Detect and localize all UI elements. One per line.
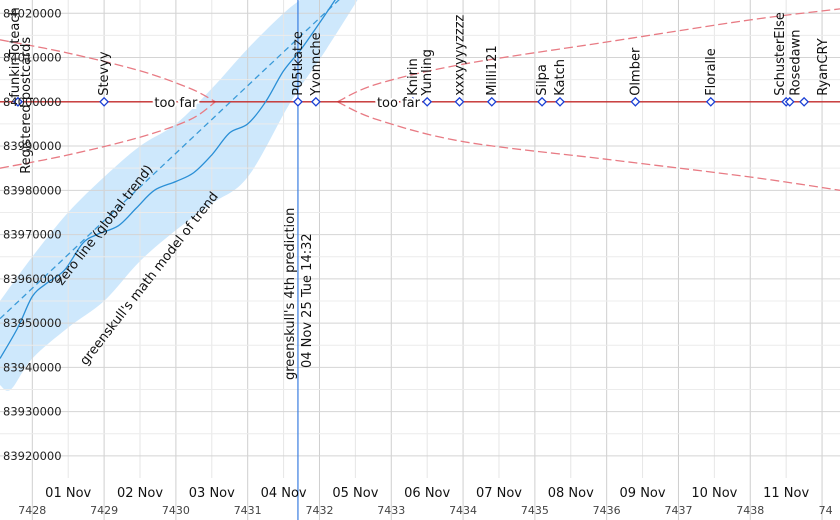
y-tick-label: 83920000: [3, 449, 62, 463]
x-number-label: 74: [819, 504, 833, 517]
guess-marker: [407, 96, 418, 107]
x-day-label: 10 Nov: [691, 486, 737, 501]
x-number-label: 7429: [90, 504, 118, 517]
guess-markers: [13, 96, 810, 107]
y-tick-label: 83940000: [3, 360, 62, 374]
guess-label: P05tkatze: [291, 31, 306, 96]
guess-label: Silpa: [535, 64, 550, 96]
guess-label: funkinToteach: [8, 7, 23, 98]
y-tick-label: 83970000: [3, 228, 62, 242]
too-far-label-left: too far: [154, 96, 198, 111]
x-number-label: 7434: [449, 504, 477, 517]
y-tick-label: 83980000: [3, 183, 62, 197]
x-number-label: 7430: [162, 504, 190, 517]
guess-marker: [13, 96, 23, 107]
y-tick-label: 83990000: [3, 139, 62, 153]
y-tick-label: 84010000: [3, 51, 62, 65]
x-day-label: 11 Nov: [763, 486, 809, 501]
x-number-label: 7432: [305, 504, 333, 517]
y-tick-label: 83930000: [3, 405, 62, 419]
guess-label: Registered postcards: [19, 37, 34, 174]
guess-label: Rosedawn: [789, 30, 804, 96]
guess-label: Olmber: [628, 47, 643, 96]
x-day-label: 07 Nov: [476, 486, 522, 501]
too-far-bound-left-lower: [0, 101, 216, 169]
x-day-label: 02 Nov: [117, 486, 163, 501]
guess-marker: [784, 96, 795, 107]
guess-label: Stevyy: [97, 51, 112, 96]
x-day-label: 01 Nov: [45, 486, 91, 501]
guess-label: xxxyyyyzzzz: [452, 14, 467, 95]
guess-marker: [630, 96, 641, 107]
x-day-label: 08 Nov: [548, 486, 594, 501]
x-day-label: 09 Nov: [620, 486, 666, 501]
guess-marker: [422, 96, 433, 107]
x-day-label: 03 Nov: [189, 486, 235, 501]
x-number-label: 7431: [234, 504, 262, 517]
guess-marker: [537, 96, 547, 107]
y-tick-label: 84020000: [3, 6, 62, 20]
guess-marker: [486, 96, 497, 107]
x-number-label: 7433: [377, 504, 405, 517]
x-number-label: 7436: [593, 504, 621, 517]
x-number-label: 7428: [18, 504, 46, 517]
guess-marker: [555, 96, 565, 107]
guess-marker: [310, 96, 321, 107]
too-far-bound-left-upper: [0, 39, 216, 103]
x-number-label: 7438: [736, 504, 764, 517]
guess-marker: [799, 96, 810, 107]
guess-label: Katch: [553, 59, 568, 96]
guess-label: RyanCRY: [816, 38, 831, 95]
too-far-bound-right-lower: [337, 101, 840, 191]
guess-marker: [99, 96, 110, 107]
guess-label: Yvonnche: [309, 32, 324, 96]
guess-label: SchusterElse: [773, 12, 788, 96]
guess-marker: [705, 96, 716, 107]
guess-label: Knirin: [406, 58, 421, 96]
x-day-label: 06 Nov: [404, 486, 450, 501]
guess-label: Milli121: [485, 45, 500, 95]
y-tick-label: 83960000: [3, 272, 62, 286]
too-far-bound-right-upper: [337, 8, 840, 103]
y-tick-label: 84000000: [3, 95, 62, 109]
prediction-time-label: 04 Nov 25 Tue 14:32: [300, 233, 315, 368]
y-tick-label: 83950000: [3, 316, 62, 330]
prediction-label: greenskull's 4th prediction: [283, 208, 298, 380]
x-day-label: 04 Nov: [261, 486, 307, 501]
guess-label: Yunling: [420, 49, 435, 97]
model-trend-line: [0, 0, 336, 359]
x-number-label: 7437: [664, 504, 692, 517]
guess-marker: [454, 96, 465, 107]
guess-label: Floralle: [704, 48, 719, 96]
too-far-label-right: too far: [377, 96, 421, 111]
x-number-label: 7435: [521, 504, 549, 517]
x-day-label: 05 Nov: [332, 486, 378, 501]
axes: 83920000 83930000 83940000 83950000 83960000…: [3, 6, 833, 517]
guess-marker: [293, 96, 303, 107]
